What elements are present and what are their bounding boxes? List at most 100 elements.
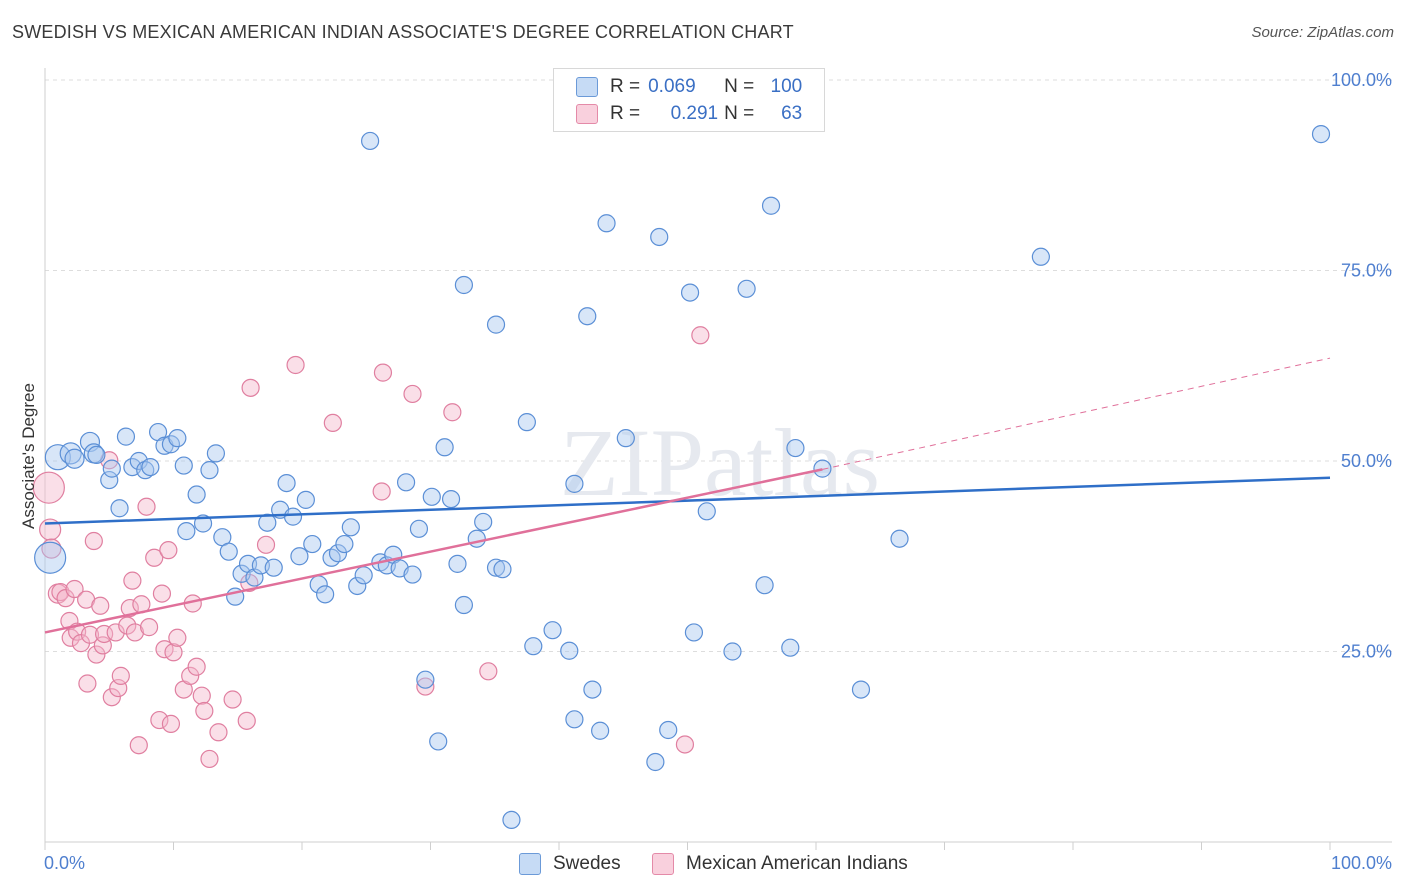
point-mexican-american-indians: [192, 686, 211, 705]
point-swedes: [441, 490, 461, 509]
point-swedes: [290, 547, 309, 566]
y-tick-label: 50.0%: [1341, 451, 1392, 471]
point-swedes: [650, 227, 669, 247]
point-mexican-american-indians: [200, 749, 219, 769]
series-mexican-american-indians-points: [32, 326, 710, 769]
point-swedes: [565, 474, 584, 493]
point-swedes: [737, 279, 756, 298]
point-swedes: [100, 470, 119, 490]
point-swedes: [429, 732, 448, 751]
point-swedes: [761, 196, 781, 215]
bottom-legend-label-mexican-american-indians: Mexican American Indians: [686, 853, 908, 874]
bottom-legend-swatch-mexican-american-indians: [652, 853, 674, 875]
series-swedes-points: [34, 125, 1331, 830]
point-swedes: [34, 541, 67, 574]
legend-r-label: R =: [610, 76, 641, 97]
trend-lines: [44, 357, 1331, 634]
chart-source: Source: ZipAtlas.com: [1251, 24, 1394, 41]
point-mexican-american-indians: [137, 497, 156, 516]
point-swedes: [560, 641, 579, 660]
point-swedes: [583, 680, 602, 699]
point-swedes: [206, 444, 226, 463]
point-swedes: [723, 642, 742, 661]
legend-row-mexican-american-indians: R = 0.291 N = 63: [576, 103, 802, 125]
point-mexican-american-indians: [159, 541, 178, 560]
point-swedes: [219, 542, 238, 561]
point-swedes: [697, 502, 716, 521]
point-swedes: [578, 307, 597, 326]
point-swedes: [416, 670, 435, 689]
point-mexican-american-indians: [168, 628, 187, 647]
point-mexican-american-indians: [150, 710, 169, 730]
point-mexican-american-indians: [145, 548, 164, 567]
point-mexican-american-indians: [91, 596, 110, 615]
point-swedes: [136, 461, 155, 480]
grid-layer: [45, 79, 1392, 652]
point-swedes: [597, 214, 616, 233]
point-swedes: [851, 680, 871, 699]
point-swedes: [680, 283, 700, 302]
point-mexican-american-indians: [223, 690, 242, 709]
point-mexican-american-indians: [95, 624, 114, 644]
point-swedes: [361, 131, 380, 151]
point-swedes: [110, 499, 129, 518]
point-mexican-american-indians: [120, 598, 139, 618]
legend-r-value: 0.069: [648, 76, 696, 97]
point-swedes: [316, 585, 335, 604]
point-swedes: [258, 513, 277, 532]
legend-n-label: N =: [724, 103, 755, 124]
legend-row-swedes: R = 0.069 N = 100: [576, 76, 802, 98]
bottom-legend-label-swedes: Swedes: [553, 853, 621, 874]
point-mexican-american-indians: [372, 482, 391, 501]
point-swedes: [141, 457, 160, 477]
legend-n-value: 100: [770, 76, 803, 97]
point-mexican-american-indians: [118, 616, 137, 635]
point-swedes: [454, 275, 474, 295]
point-swedes: [422, 487, 441, 506]
point-swedes: [328, 544, 348, 563]
point-mexican-american-indians: [32, 471, 65, 504]
point-mexican-american-indians: [65, 579, 84, 599]
point-swedes: [177, 522, 196, 541]
point-swedes: [396, 473, 416, 492]
point-swedes: [524, 637, 543, 656]
point-swedes: [786, 438, 805, 458]
point-mexican-american-indians: [164, 643, 183, 662]
point-mexican-american-indians: [443, 403, 462, 422]
point-swedes: [435, 438, 454, 457]
y-tick-label: 100.0%: [1331, 70, 1392, 90]
tick-labels: 25.0% 50.0% 75.0% 100.0% 0.0% 100.0%: [44, 70, 1392, 873]
correlation-legend: R = 0.069 N = 100 R = 0.291 N = 63: [553, 68, 825, 132]
point-mexican-american-indians: [152, 584, 172, 603]
point-swedes: [354, 566, 373, 585]
point-swedes: [813, 459, 832, 478]
point-mexican-american-indians: [102, 688, 121, 707]
point-mexican-american-indians: [323, 413, 342, 432]
point-swedes: [44, 444, 71, 471]
point-swedes: [174, 456, 193, 475]
y-axis-label: Associate's Degree: [19, 383, 38, 529]
point-swedes: [116, 427, 136, 446]
point-swedes: [454, 595, 474, 615]
legend-r-value: 0.291: [670, 103, 719, 124]
point-swedes: [486, 315, 506, 334]
point-swedes: [187, 485, 206, 504]
point-mexican-american-indians: [373, 363, 393, 382]
point-mexican-american-indians: [237, 711, 256, 730]
point-swedes: [890, 529, 909, 548]
point-swedes: [502, 810, 521, 830]
point-mexican-american-indians: [416, 677, 435, 696]
point-swedes: [474, 512, 493, 532]
point-mexican-american-indians: [195, 701, 214, 721]
point-swedes: [409, 519, 429, 538]
point-mexican-american-indians: [87, 645, 106, 664]
point-mexican-american-indians: [129, 736, 148, 755]
point-swedes: [296, 490, 315, 509]
bottom-legend-mexican-american-indians: Mexican American Indians: [652, 851, 908, 877]
x-tick-label-max: 100.0%: [1331, 853, 1392, 873]
point-swedes: [1031, 247, 1050, 266]
point-mexican-american-indians: [286, 355, 305, 375]
point-mexican-american-indians: [125, 623, 145, 642]
legend-r-label: R =: [610, 103, 641, 124]
point-swedes: [168, 429, 187, 448]
